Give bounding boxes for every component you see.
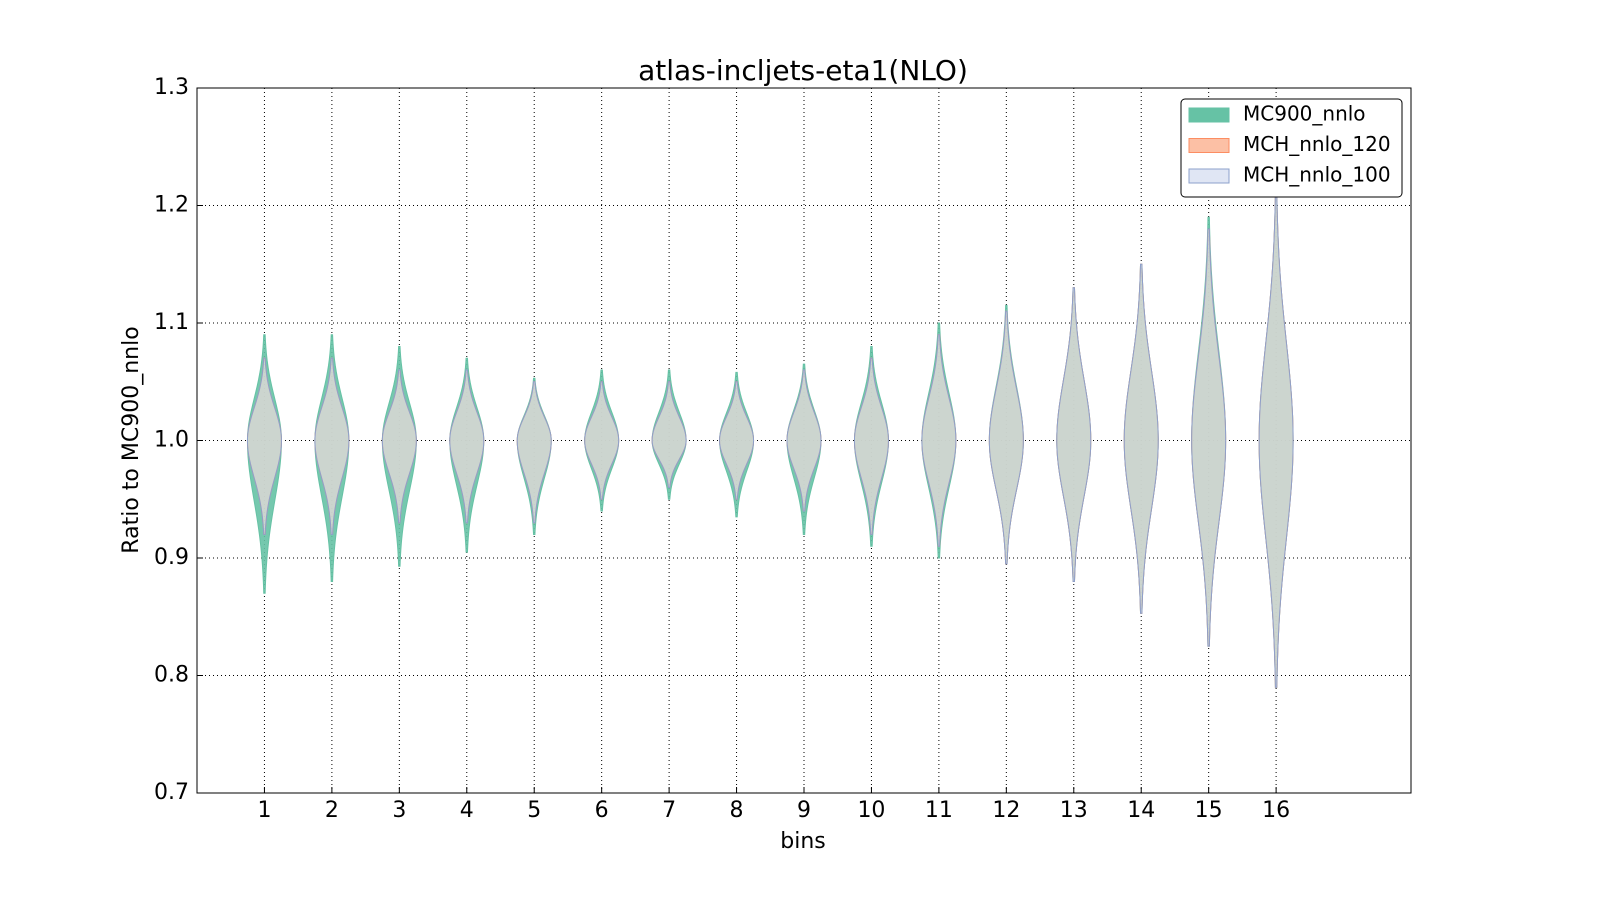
x-tick-label: 8 [730,798,744,823]
x-tick-label: 1 [257,798,271,823]
x-tick-label: 5 [527,798,541,823]
violin [786,369,822,512]
violin [246,357,282,535]
x-tick-label: 3 [392,798,406,823]
legend-swatch [1188,107,1230,123]
y-tick-label: 1.2 [154,193,189,218]
x-tick-label: 14 [1127,798,1155,823]
legend-label: MCH_nnlo_100 [1243,163,1391,187]
y-axis-label: Ratio to MC900_nnlo [119,326,144,553]
plot-frame [196,87,1412,794]
y-tick-label: 0.9 [154,545,189,570]
x-tick-label: 6 [595,798,609,823]
violin [719,381,755,500]
violin [449,369,485,524]
violin [584,381,620,500]
x-tick-label: 11 [925,798,953,823]
violin [1191,228,1227,647]
violin [1056,287,1092,582]
x-tick-label: 15 [1195,798,1223,823]
x-axis-label: bins [780,829,825,854]
chart-title: atlas-incljets-eta1(NLO) [638,54,968,87]
y-tick-label: 1.0 [154,428,189,453]
x-tick-label: 2 [325,798,339,823]
violin [853,357,889,535]
violin [381,369,417,524]
violin [1258,193,1294,688]
x-tick-label: 7 [662,798,676,823]
violin [651,381,687,488]
legend-label: MCH_nnlo_120 [1243,132,1391,156]
y-tick-label: 0.7 [154,780,189,805]
violin [921,334,957,547]
violin [988,310,1024,565]
y-tick-label: 0.8 [154,663,189,688]
x-tick-label: 4 [460,798,474,823]
violin [1123,263,1159,614]
legend-swatch [1188,168,1230,184]
violin [516,381,552,524]
y-tick-label: 1.1 [154,310,189,335]
x-tick-label: 9 [797,798,811,823]
legend-label: MC900_nnlo [1243,102,1366,126]
x-tick-label: 16 [1262,798,1290,823]
legend-swatch [1188,138,1230,153]
x-tick-label: 13 [1060,798,1088,823]
y-tick-label: 1.3 [154,75,189,100]
violin [314,357,350,535]
legend-box [1180,98,1403,198]
x-tick-label: 10 [857,798,885,823]
x-tick-label: 12 [992,798,1020,823]
